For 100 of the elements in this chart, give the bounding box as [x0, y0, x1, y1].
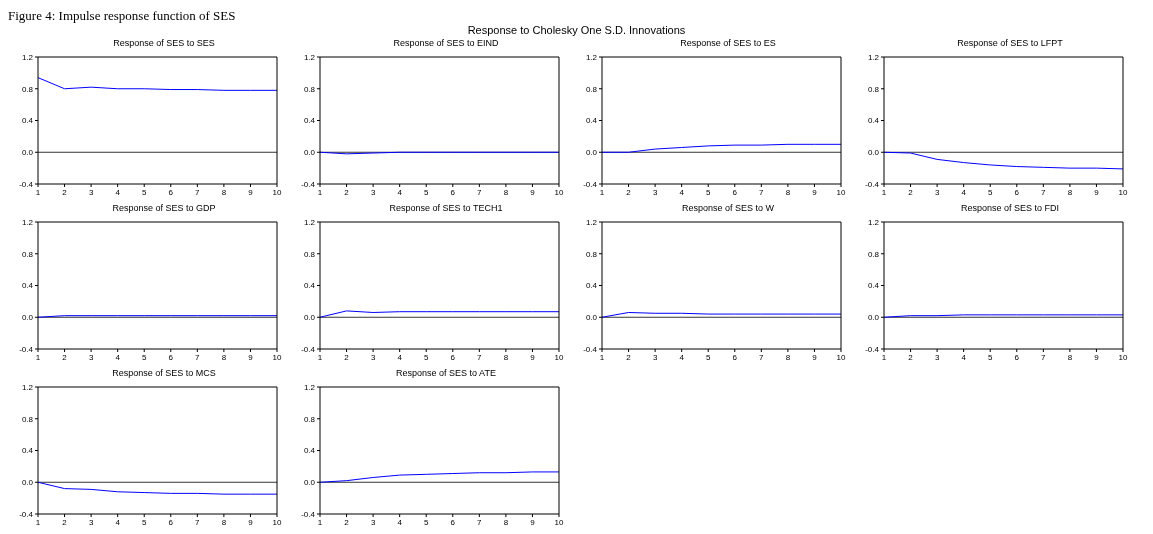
x-tick-label: 5 [424, 187, 429, 197]
x-tick-label: 1 [317, 187, 323, 197]
y-tick-label: 0.0 [21, 478, 34, 488]
x-tick-label: 6 [1014, 187, 1020, 197]
x-tick-label: 3 [652, 187, 658, 197]
y-tick-label: -0.4 [19, 179, 34, 189]
x-tick-label: 8 [785, 352, 791, 362]
x-tick-label: 4 [961, 187, 967, 197]
x-tick-label: 9 [812, 352, 818, 362]
x-tick-label: 4 [115, 187, 121, 197]
x-tick-label: 5 [142, 352, 147, 362]
x-tick-label: 3 [934, 187, 940, 197]
x-tick-label: 10 [272, 517, 282, 527]
x-tick-label: 1 [881, 352, 887, 362]
x-tick-label: 10 [836, 352, 846, 362]
x-tick-label: 9 [530, 517, 536, 527]
chart-title: Response of SES to TECH1 [388, 203, 504, 215]
x-tick-label: 9 [248, 517, 254, 527]
y-tick-label: 0.8 [21, 414, 34, 424]
y-tick-label: 0.4 [21, 281, 34, 291]
x-tick-label: 10 [272, 187, 282, 197]
x-tick-label: 1 [35, 352, 41, 362]
x-tick-label: 5 [424, 352, 429, 362]
x-tick-label: 2 [626, 352, 632, 362]
y-tick-label: 0.8 [303, 84, 316, 94]
x-tick-label: 4 [397, 187, 403, 197]
x-tick-label: 9 [530, 352, 536, 362]
x-tick-label: 6 [168, 187, 174, 197]
x-tick-label: 7 [195, 187, 201, 197]
x-tick-label: 9 [1094, 352, 1100, 362]
x-tick-label: 1 [317, 352, 323, 362]
x-tick-label: 2 [908, 187, 914, 197]
x-tick-label: 3 [88, 187, 94, 197]
y-tick-label: 0.8 [867, 84, 880, 94]
y-tick-label: 0.8 [303, 414, 316, 424]
x-tick-label: 8 [221, 352, 227, 362]
y-tick-label: 0.0 [303, 148, 316, 158]
y-tick-label: 0.4 [867, 116, 880, 126]
x-tick-label: 6 [450, 187, 456, 197]
x-tick-label: 9 [248, 187, 254, 197]
y-tick-label: 1.2 [867, 52, 880, 62]
y-tick-label: 1.2 [867, 217, 880, 227]
x-tick-label: 9 [812, 187, 818, 197]
x-tick-label: 3 [370, 352, 376, 362]
x-tick-label: 5 [706, 187, 711, 197]
x-tick-label: 2 [626, 187, 632, 197]
y-tick-label: 0.0 [21, 148, 34, 158]
y-tick-label: 0.4 [303, 281, 316, 291]
y-tick-label: 0.4 [303, 116, 316, 126]
x-tick-label: 5 [424, 517, 429, 527]
y-tick-label: 0.4 [585, 281, 598, 291]
chart-title: Response of SES to MCS [111, 368, 217, 380]
x-tick-label: 8 [503, 187, 509, 197]
x-tick-label: 4 [961, 352, 967, 362]
y-tick-label: -0.4 [865, 344, 880, 354]
x-tick-label: 3 [370, 517, 376, 527]
y-tick-label: -0.4 [865, 179, 880, 189]
x-tick-label: 6 [732, 187, 738, 197]
y-tick-label: 1.2 [303, 52, 316, 62]
y-tick-label: -0.4 [301, 344, 316, 354]
y-tick-label: 0.8 [867, 249, 880, 259]
y-tick-label: 0.8 [21, 84, 34, 94]
x-tick-label: 7 [477, 517, 483, 527]
x-tick-label: 10 [554, 187, 564, 197]
chart-title: Response of SES to LFPT [956, 38, 1064, 50]
x-tick-label: 10 [554, 352, 564, 362]
y-tick-label: 0.4 [303, 446, 316, 456]
x-tick-label: 10 [836, 187, 846, 197]
x-tick-label: 10 [1118, 187, 1128, 197]
x-tick-label: 5 [988, 187, 993, 197]
x-tick-label: 8 [1067, 187, 1073, 197]
x-tick-label: 7 [195, 517, 201, 527]
y-tick-label: 0.0 [21, 313, 34, 323]
y-tick-label: 0.4 [21, 446, 34, 456]
x-tick-label: 1 [599, 187, 605, 197]
y-tick-label: -0.4 [301, 509, 316, 519]
x-tick-label: 6 [732, 352, 738, 362]
x-tick-label: 6 [168, 352, 174, 362]
x-tick-label: 5 [142, 187, 147, 197]
x-tick-label: 7 [759, 187, 765, 197]
x-tick-label: 7 [1041, 352, 1047, 362]
y-tick-label: 0.0 [585, 148, 598, 158]
x-tick-label: 3 [652, 352, 658, 362]
x-tick-label: 8 [221, 517, 227, 527]
x-tick-label: 1 [317, 517, 323, 527]
y-tick-label: 0.8 [303, 249, 316, 259]
x-tick-label: 5 [988, 352, 993, 362]
chart-title: Response of SES to FDI [959, 203, 1060, 215]
x-tick-label: 1 [599, 352, 605, 362]
x-tick-label: 2 [62, 517, 68, 527]
y-tick-label: 0.4 [585, 116, 598, 126]
x-tick-label: 2 [62, 352, 68, 362]
x-tick-label: 6 [450, 517, 456, 527]
x-tick-label: 7 [477, 352, 483, 362]
x-tick-label: 4 [115, 352, 121, 362]
y-tick-label: 1.2 [585, 52, 598, 62]
y-tick-label: 0.4 [867, 281, 880, 291]
x-tick-label: 8 [503, 517, 509, 527]
x-tick-label: 4 [397, 517, 403, 527]
x-tick-label: 3 [88, 517, 94, 527]
